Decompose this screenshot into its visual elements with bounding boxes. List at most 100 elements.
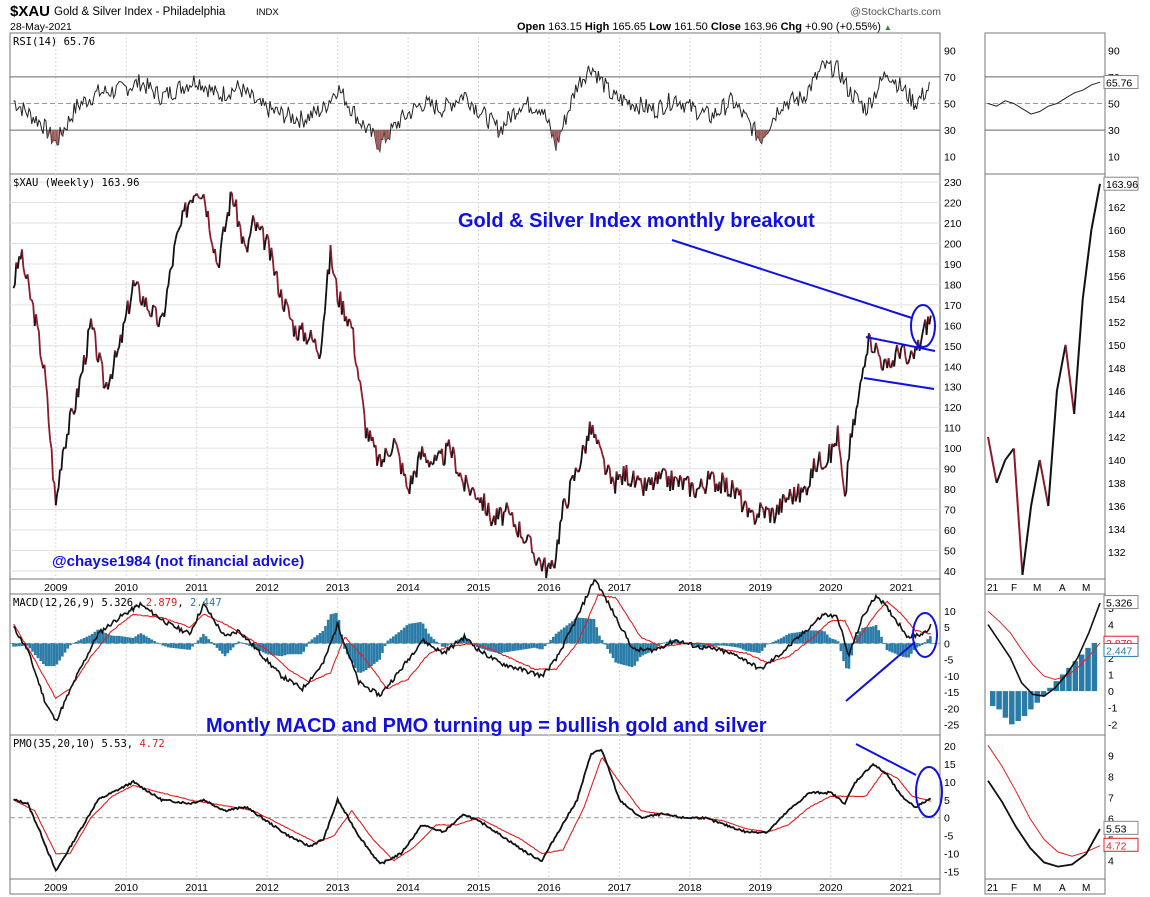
macd-hist-bar	[484, 643, 487, 650]
price-ytick-170: 170	[944, 300, 962, 312]
price-segment	[607, 464, 611, 469]
macd-hist-bar	[234, 643, 238, 645]
macd-hist-bar	[869, 626, 872, 644]
macd-hist-bar	[560, 629, 563, 644]
pmo-title: PMO(35,20,10) 5.53, 4.72	[13, 738, 165, 750]
price-segment	[603, 459, 607, 475]
macd-hist-bar	[492, 643, 495, 653]
macd-hist-bar	[280, 643, 284, 657]
price-segment	[387, 455, 391, 458]
price-segment	[404, 473, 408, 488]
price-segment	[497, 507, 501, 520]
grid-layer	[10, 33, 1105, 879]
price-segment	[563, 498, 567, 505]
zoom-macd-hist-last-badge	[1103, 642, 1139, 657]
annotations: Gold & Silver Index monthly breakout @ch…	[52, 210, 943, 818]
price-segment	[169, 267, 173, 272]
zoom-price-ytick-154: 154	[1108, 294, 1126, 306]
macd-hist-bar	[451, 642, 455, 644]
macd-hist-bar	[145, 636, 148, 644]
macd-hist-bar	[297, 643, 300, 655]
price-segment	[26, 274, 30, 286]
macd-hist-bar	[530, 643, 533, 649]
price-segment	[324, 291, 328, 312]
macd-hist-bar	[519, 643, 523, 650]
price-segment	[397, 450, 401, 458]
price-segment	[39, 355, 43, 363]
macd-panel-frame	[9, 593, 941, 736]
rsi-oversold-fill	[560, 130, 562, 132]
price-segment	[659, 472, 663, 480]
author-annotation: @chayse1984 (not financial advice)	[52, 553, 304, 570]
price-segment	[342, 301, 346, 322]
macd-hist-bar	[926, 639, 929, 644]
macd-hist-bar	[440, 643, 444, 647]
macd-hist-bar	[893, 643, 897, 654]
price-segment	[191, 195, 195, 204]
macd-hist-bar	[131, 637, 135, 644]
macd-hist-bar	[920, 643, 924, 646]
macd-title-sep: ,	[177, 597, 190, 609]
zoom-price-last-badge	[1103, 176, 1139, 191]
macd-hist-bar	[153, 641, 156, 644]
zoom-macd-hist-bar	[1021, 691, 1028, 717]
price-segment	[179, 224, 182, 228]
macd-hist-bar	[787, 633, 791, 644]
macd-hist-bar	[901, 643, 905, 657]
zoom-macd-ytick-2: 2	[1108, 653, 1114, 665]
price-segment	[882, 359, 886, 371]
price-segment	[349, 320, 353, 329]
zoom-price-segment	[1021, 505, 1033, 576]
macd-hist-bar	[378, 643, 382, 660]
macd-hist-bar	[25, 643, 29, 646]
macd-hist-bar	[467, 640, 471, 644]
macd-hist-bar	[240, 642, 243, 644]
price-segment	[16, 256, 21, 269]
macd-hist-bar	[310, 639, 314, 644]
macd-hist-bar	[364, 643, 368, 671]
bottom-year-label-2016: 2016	[537, 882, 561, 894]
price-segment	[469, 489, 473, 496]
macd-hist-bar	[573, 619, 577, 644]
price-segment	[448, 439, 452, 451]
zoom-macd-line	[987, 602, 1101, 697]
price-segment	[711, 471, 715, 476]
zoom-price-ytick-142: 142	[1108, 432, 1126, 444]
price-segment	[694, 488, 698, 499]
price-segment	[85, 329, 90, 357]
zoom-macd-last-badge	[1103, 595, 1139, 610]
macd-hist-bar	[204, 636, 208, 644]
price-segment	[229, 191, 233, 194]
price-segment	[355, 364, 359, 368]
zoom-macd-hist-bar	[1072, 661, 1079, 692]
macd-hist-bar	[771, 641, 775, 644]
macd-hist-bar	[611, 643, 615, 659]
macd-hist-bar	[853, 642, 856, 644]
zoom-macd-hist-last-badge-text: 2.447	[1106, 645, 1132, 657]
price-ytick-230: 230	[944, 177, 962, 189]
macd-hist-bar	[663, 642, 666, 644]
price-segment	[346, 318, 350, 327]
macd-hist-bar	[899, 643, 902, 657]
price-segment	[604, 471, 608, 476]
price-segment	[322, 311, 326, 322]
ohlc-value-4: +0.90 (+0.55%)	[805, 21, 881, 33]
macd-hist-bar	[606, 643, 609, 650]
macd-hist-bar	[923, 642, 927, 644]
price-segment	[527, 533, 530, 537]
price-segment	[260, 225, 264, 229]
price-segment	[721, 472, 725, 479]
price-segment	[579, 459, 583, 469]
price-segment	[794, 495, 798, 502]
macd-hist-bar	[229, 643, 232, 651]
macd-hist-bar	[215, 643, 219, 648]
price-segment	[574, 467, 579, 472]
zoom-macd-hist-bar	[1059, 674, 1066, 692]
price-segment	[335, 279, 339, 303]
macd-hist-bar	[918, 643, 921, 647]
macd-hist-bar	[419, 622, 422, 644]
macd-hist-bar	[438, 643, 441, 645]
price-segment	[243, 243, 247, 248]
zoom-macd-ytick--1: -1	[1108, 703, 1117, 715]
price-segment	[720, 472, 724, 494]
